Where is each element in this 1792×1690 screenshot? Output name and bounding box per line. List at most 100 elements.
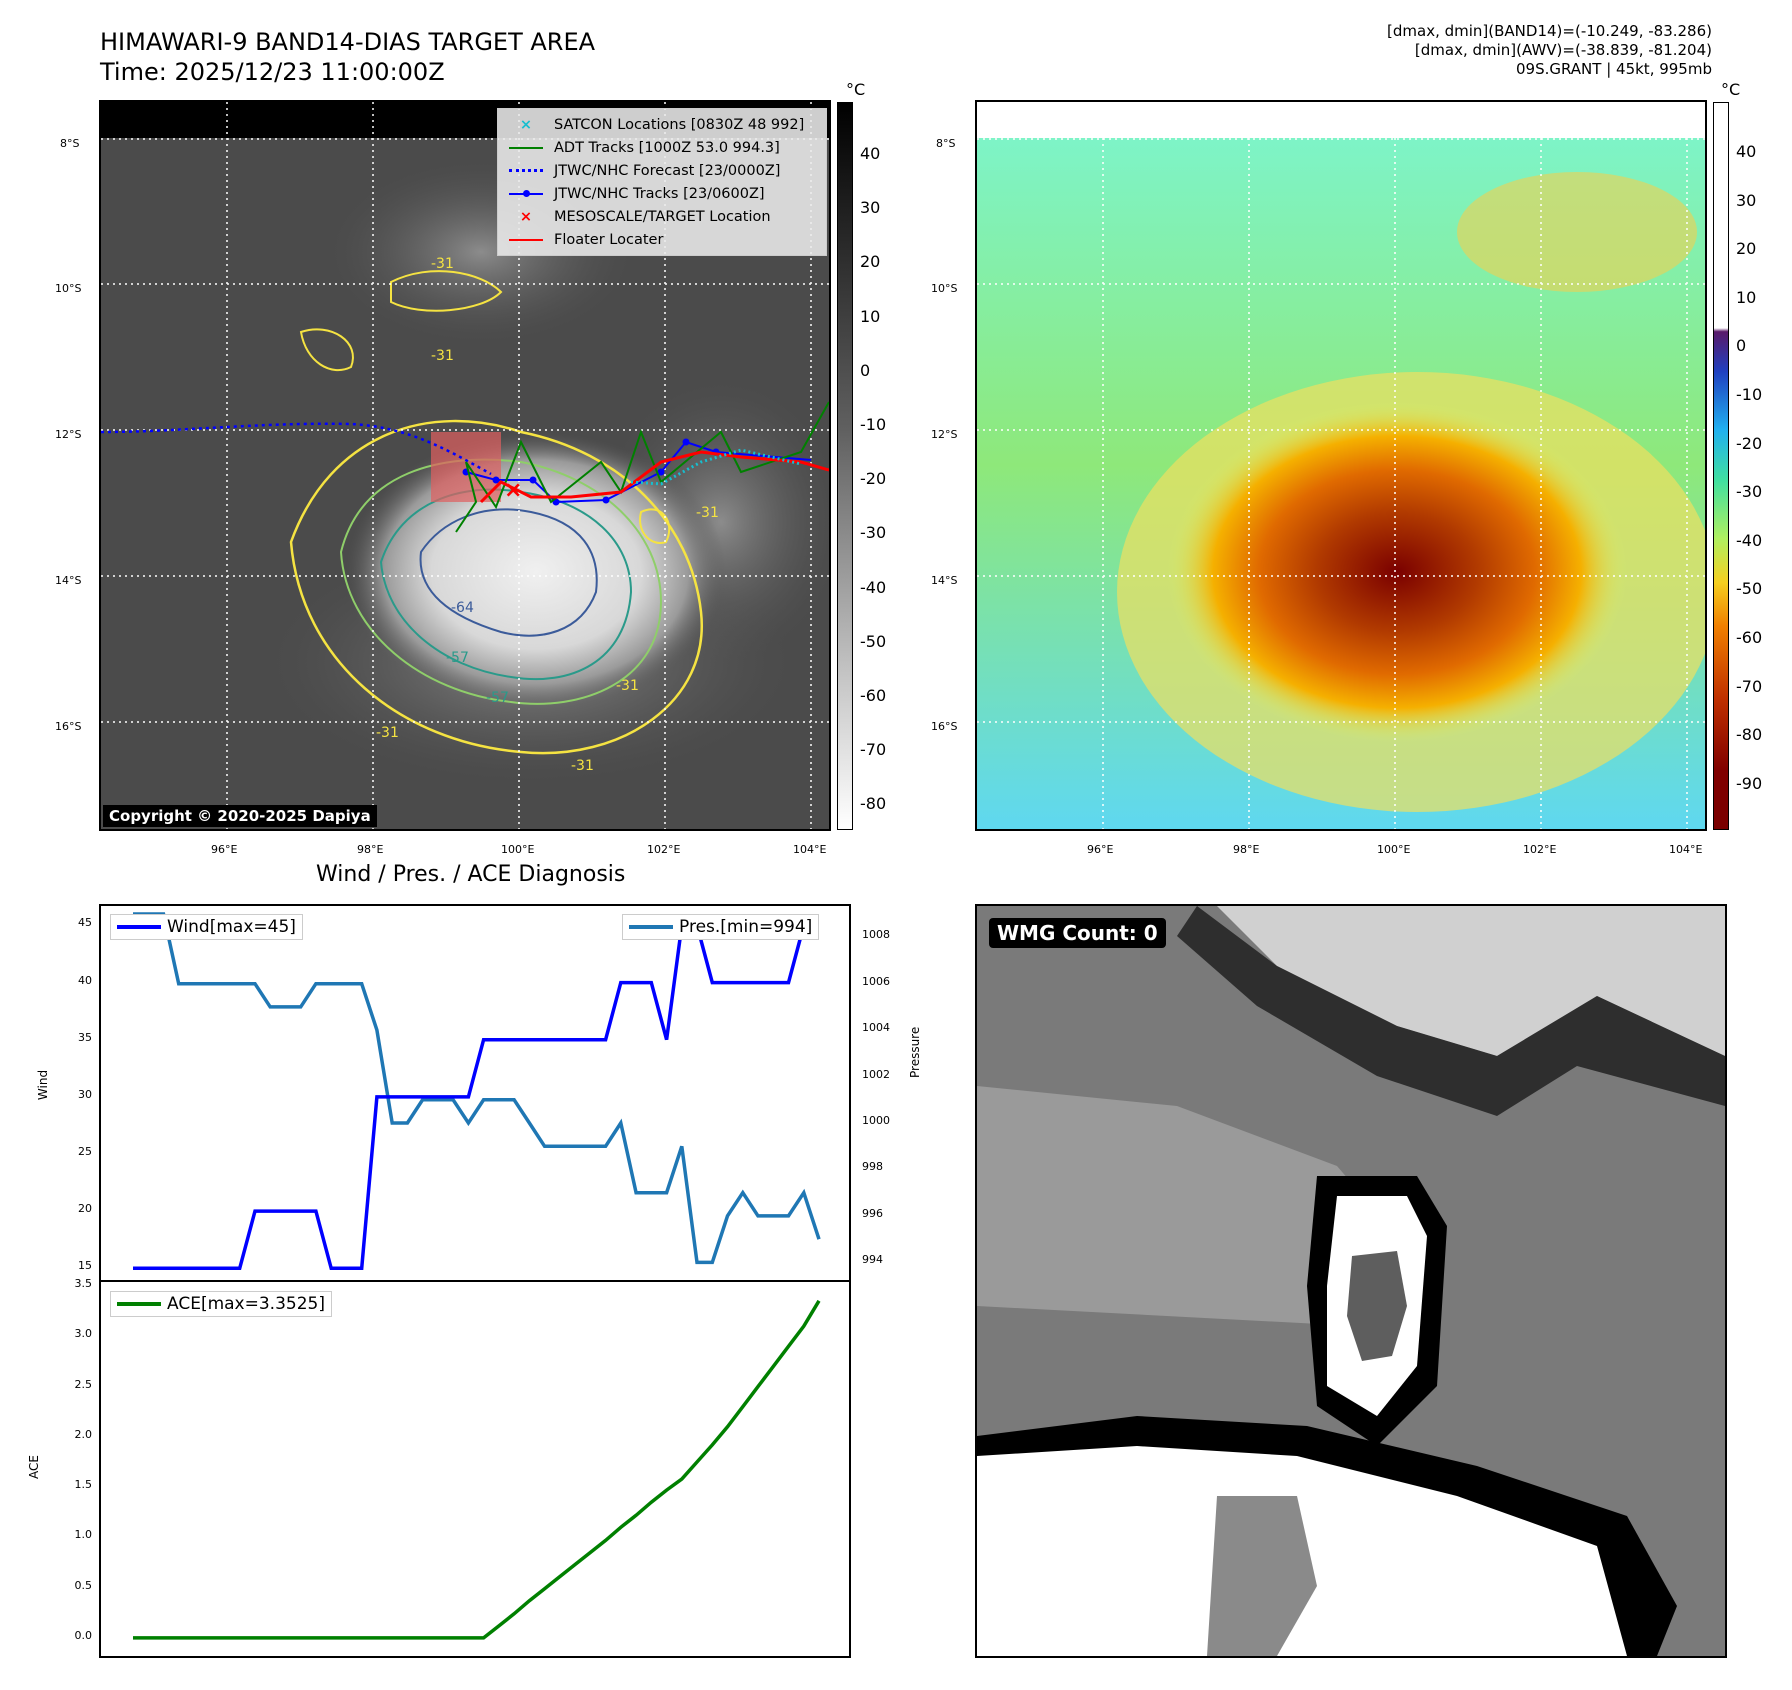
lat-label-12s: 12°S <box>55 428 82 441</box>
gray-colorbar-tick-5: -10 <box>860 415 887 434</box>
color-colorbar-tick-3: 10 <box>1736 287 1757 307</box>
contour-minus31-north <box>390 270 503 312</box>
target-location-marker: × <box>504 478 522 503</box>
pressure-axis-tick-4: 1000 <box>862 1114 890 1128</box>
wind-axis-tick-5: 20 <box>78 1202 92 1216</box>
gray-colorbar <box>837 102 853 830</box>
wind-axis-tick-4: 25 <box>78 1145 92 1158</box>
color-colorbar-tick-1: 30 <box>1736 190 1757 210</box>
color-colorbar-unit: °C <box>1721 80 1741 99</box>
contour-minus31-east <box>639 508 671 544</box>
ace-axis-tick-0: 3.5 <box>74 1277 93 1290</box>
ace-axis-tick-2: 2.5 <box>74 1377 93 1391</box>
floater-locater-track <box>479 450 829 504</box>
copyright-badge: Copyright © 2020-2025 Dapiya <box>103 805 377 827</box>
contour-label-3: -31 <box>696 505 719 521</box>
forecast-legend-icon <box>506 163 546 179</box>
pressure-axis-tick-1: 1006 <box>862 974 890 988</box>
ace-axis-tick-3: 2.0 <box>74 1427 93 1441</box>
jtwc-forecast-track <box>101 422 492 476</box>
diagnosis-svg <box>101 912 849 1640</box>
wind-axis-tick-0: 45 <box>78 916 92 930</box>
ace-series-line <box>133 1299 821 1640</box>
contour-label-1: -31 <box>431 256 454 272</box>
lat-label-10s: 10°S <box>55 282 82 295</box>
adt-track <box>455 401 829 533</box>
gray-colorbar-tick-4: 0 <box>860 360 871 380</box>
wmg-svg <box>977 906 1725 1656</box>
lat-label-16s: 16°S <box>55 720 82 733</box>
pressure-axis-label: Pressure <box>908 1026 922 1078</box>
color-colorbar-tick-4: 0 <box>1736 336 1747 356</box>
ace-axis-label: ACE <box>26 1455 41 1479</box>
gray-colorbar-tick-0: 40 <box>860 144 881 163</box>
pressure-axis-tick-2: 1004 <box>862 1021 890 1035</box>
jtwc-track-points <box>462 438 720 506</box>
lon-label-100e: 100°E <box>501 843 535 856</box>
color-colorbar-tick-13: -90 <box>1736 773 1763 793</box>
contour-labels: -31 -31 -31 -64 -57 -57 -31 -31 -31 <box>376 256 719 774</box>
figure-title-line1: HIMAWARI-9 BAND14-DIAS TARGET AREA <box>100 28 596 56</box>
contour-label-2: -31 <box>431 348 454 364</box>
info-line-storm: 09S.GRANT | 45kt, 995mb <box>1515 60 1712 78</box>
gray-colorbar-tick-7: -30 <box>860 523 887 543</box>
color-colorbar-tick-7: -30 <box>1736 482 1763 502</box>
wmg-eye-center <box>1347 1251 1407 1361</box>
lon-label-104e-right: 104°E <box>1669 843 1703 856</box>
wind-axis-tick-2: 35 <box>78 1030 92 1044</box>
wind-axis-tick-1: 40 <box>78 973 92 987</box>
wmg-count-badge: WMG Count: 0 <box>989 918 1166 948</box>
color-colorbar-tick-11: -70 <box>1736 676 1763 696</box>
ace-axis-tick-1: 3.0 <box>74 1327 93 1341</box>
floater-legend-icon <box>506 232 546 248</box>
target-area-box <box>431 432 501 502</box>
lat-label-14s: 14°S <box>55 574 82 587</box>
legend-item-target: × MESOSCALE/TARGET Location <box>506 205 818 228</box>
color-colorbar-tick-6: -20 <box>1736 433 1763 453</box>
ace-legend: ACE[max=3.3525] <box>110 1291 332 1317</box>
gray-colorbar-tick-6: -20 <box>860 469 887 489</box>
pressure-axis-tick-7: 994 <box>862 1253 883 1267</box>
lat-label-14s-right: 14°S <box>931 574 958 587</box>
lat-label-8s-right: 8°S <box>936 137 956 150</box>
lat-label-12s-right: 12°S <box>931 428 958 441</box>
gray-colorbar-tick-9: -50 <box>860 631 887 651</box>
ace-legend-icon <box>117 1302 161 1306</box>
lon-label-96e-right: 96°E <box>1087 843 1114 856</box>
contour-label-5: -57 <box>446 650 469 666</box>
pressure-axis-tick-5: 998 <box>862 1160 883 1174</box>
ir-grayscale-map: × -31 -31 -31 -64 -57 -57 -31 -31 -31 × S… <box>99 100 831 831</box>
lon-label-104e: 104°E <box>793 843 827 856</box>
wind-legend: Wind[max=45] <box>110 914 303 940</box>
legend-item-forecast: JTWC/NHC Forecast [23/0000Z] <box>506 159 818 182</box>
gray-colorbar-tick-3: 10 <box>860 306 881 326</box>
pressure-axis-tick-3: 1002 <box>862 1067 890 1081</box>
gray-colorbar-tick-8: -40 <box>860 577 887 597</box>
contour-minus31 <box>289 419 704 755</box>
info-block: [dmax, dmin](BAND14)=(-10.249, -83.286) … <box>1387 22 1712 79</box>
color-colorbar-tick-8: -40 <box>1736 530 1763 550</box>
pressure-series-line <box>133 912 821 1265</box>
lon-label-102e-right: 102°E <box>1523 843 1557 856</box>
pressure-axis-tick-6: 996 <box>862 1206 883 1220</box>
diagnosis-title: Wind / Pres. / ACE Diagnosis <box>316 862 626 887</box>
wind-legend-icon <box>117 925 161 929</box>
wmg-dark-band <box>1177 906 1725 1116</box>
enhanced-gridlines <box>977 102 1705 829</box>
wind-axis-tick-6: 15 <box>78 1259 92 1273</box>
ace-axis-tick-7: 0.0 <box>74 1628 93 1642</box>
gray-colorbar-tick-1: 30 <box>860 198 881 218</box>
contour-label-7: -31 <box>376 725 399 741</box>
lon-label-96e: 96°E <box>211 843 238 856</box>
contour-minus64 <box>419 508 598 637</box>
lat-label-16s-right: 16°S <box>931 720 958 733</box>
color-colorbar <box>1713 102 1729 830</box>
enhanced-storm-core <box>1167 402 1627 742</box>
info-line-awv: [dmax, dmin](AWV)=(-38.839, -81.204) <box>1414 41 1712 59</box>
color-colorbar-tick-0: 40 <box>1736 142 1757 161</box>
gray-colorbar-tick-11: -70 <box>860 740 887 760</box>
wind-axis-tick-3: 30 <box>78 1087 92 1101</box>
info-line-band14: [dmax, dmin](BAND14)=(-10.249, -83.286) <box>1387 22 1712 40</box>
lon-label-100e-right: 100°E <box>1377 843 1411 856</box>
contour-label-4: -64 <box>451 600 474 616</box>
